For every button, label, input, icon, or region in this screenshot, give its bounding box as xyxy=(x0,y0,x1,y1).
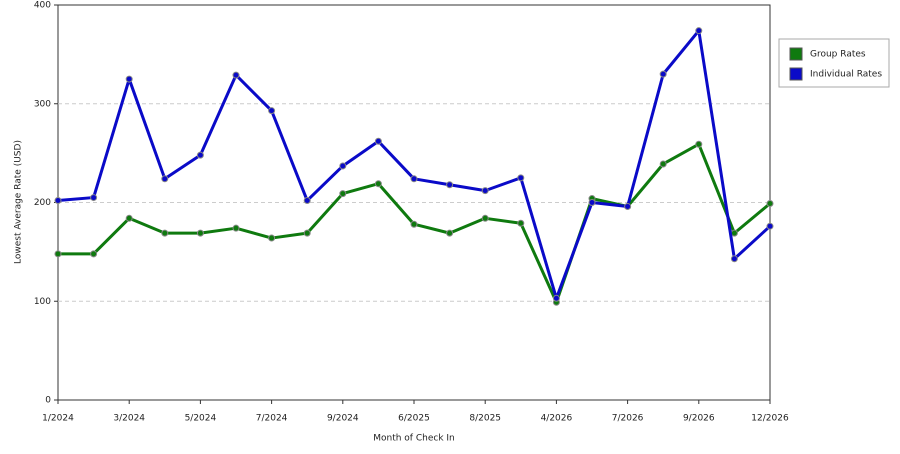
y-axis-label: Lowest Average Rate (USD) xyxy=(14,140,24,264)
data-point xyxy=(125,75,133,83)
data-point xyxy=(374,180,382,188)
x-tick-label: 4/2026 xyxy=(541,414,573,424)
y-tick-label: 400 xyxy=(34,1,51,11)
data-point xyxy=(446,229,454,237)
data-point xyxy=(481,214,489,222)
data-point xyxy=(695,140,703,148)
legend-label: Group Rates xyxy=(810,50,866,60)
data-point xyxy=(410,175,418,183)
y-tick-label: 300 xyxy=(34,99,51,109)
x-tick-label: 9/2026 xyxy=(683,414,715,424)
data-point xyxy=(268,234,276,242)
x-tick-label: 6/2025 xyxy=(398,414,430,424)
legend-swatch xyxy=(789,47,803,61)
data-point xyxy=(730,229,738,237)
data-point xyxy=(339,190,347,198)
data-point xyxy=(125,214,133,222)
data-point xyxy=(232,71,240,79)
data-point xyxy=(481,187,489,195)
data-point xyxy=(766,199,774,207)
data-point xyxy=(303,229,311,237)
data-point xyxy=(446,181,454,189)
data-point xyxy=(232,224,240,232)
data-point xyxy=(339,162,347,170)
data-point xyxy=(268,107,276,115)
x-tick-label: 8/2025 xyxy=(469,414,501,424)
y-tick-label: 0 xyxy=(45,396,51,406)
data-point xyxy=(552,294,560,302)
data-point xyxy=(90,194,98,202)
x-tick-label: 1/2024 xyxy=(42,414,74,424)
data-point xyxy=(624,202,632,210)
y-tick-label: 200 xyxy=(34,198,51,208)
data-point xyxy=(161,229,169,237)
x-axis-label: Month of Check In xyxy=(373,434,455,444)
data-point xyxy=(588,199,596,206)
data-point xyxy=(54,250,62,258)
data-point xyxy=(730,255,738,263)
data-point xyxy=(659,160,667,168)
data-point xyxy=(659,70,667,78)
x-tick-label: 3/2024 xyxy=(113,414,145,424)
data-point xyxy=(90,250,98,258)
data-point xyxy=(161,175,169,183)
x-tick-label: 12/2026 xyxy=(751,414,789,424)
legend-label: Individual Rates xyxy=(810,70,882,80)
x-tick-label: 7/2024 xyxy=(256,414,288,424)
x-tick-label: 5/2024 xyxy=(185,414,217,424)
data-point xyxy=(410,220,418,228)
data-point xyxy=(766,222,774,230)
x-tick-label: 7/2026 xyxy=(612,414,644,424)
data-point xyxy=(374,137,382,145)
legend-swatch xyxy=(789,67,803,81)
data-point xyxy=(196,151,204,159)
data-point xyxy=(517,174,525,182)
data-point xyxy=(196,229,204,237)
data-point xyxy=(517,219,525,227)
x-tick-label: 9/2024 xyxy=(327,414,359,424)
data-point xyxy=(54,197,62,205)
y-tick-label: 100 xyxy=(34,297,51,307)
data-point xyxy=(695,27,703,35)
data-point xyxy=(303,197,311,205)
